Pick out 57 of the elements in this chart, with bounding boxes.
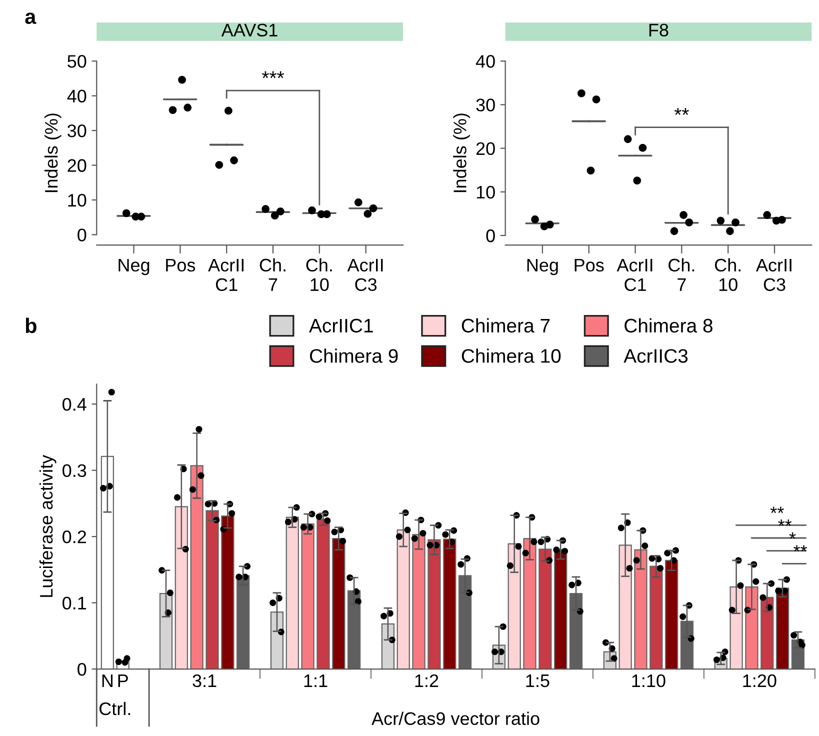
x-tick-label: Neg (527, 258, 558, 276)
x-tick-label: Ch. 7 (668, 258, 694, 291)
chart-title: F8 (649, 24, 668, 36)
x-tick-label: AcrII C3 (756, 258, 792, 291)
annotation: *** (262, 71, 284, 78)
y-tick-label: 20 (68, 159, 86, 172)
x-tick-label: P (118, 674, 128, 687)
y-tick-label: 10 (476, 186, 495, 199)
x-tick-label: Ch. 10 (714, 258, 740, 291)
y-tick-label: 0 (78, 228, 86, 242)
x-tick-label: 1:20 (743, 674, 776, 688)
annotation: ** (794, 545, 808, 552)
x-tick-label: 1:2 (415, 674, 438, 687)
legend-label: Chimera 10 (462, 348, 561, 363)
y-tick-label: 10 (68, 194, 86, 207)
text: b (26, 318, 36, 334)
y-tick-label: 0.2 (62, 530, 86, 544)
x-tick-label: Neg (118, 258, 150, 276)
legend-label: Chimera 9 (310, 348, 398, 363)
annotation: ** (770, 506, 784, 514)
legend-label: Chimera 8 (624, 318, 712, 333)
y-tick-label: 0 (486, 229, 495, 242)
y-tick-label: 0.3 (62, 464, 86, 478)
legend-label: AcrIIC3 (624, 349, 688, 363)
y-tick-label: 30 (68, 124, 86, 138)
y-tick-label: 0 (78, 662, 86, 676)
x-tick-label: 1:5 (526, 674, 550, 688)
legend-label: AcrIIC1 (309, 318, 373, 333)
y-tick-label: 40 (67, 90, 86, 103)
x-tick-label: 1:1 (304, 674, 328, 687)
x-tick-label: Pos (574, 258, 604, 272)
x-tick-label: Ch. 10 (306, 258, 332, 291)
annotation: * (789, 532, 796, 539)
chart-title: AAVS1 (221, 24, 278, 36)
y-tick-label: 0.4 (62, 398, 86, 411)
y-axis-title: Indels (%) (453, 114, 470, 192)
y-tick-label: 30 (476, 98, 495, 112)
x-tick-label: AcrII C1 (208, 258, 244, 291)
legend-label: Chimera 7 (462, 318, 550, 333)
annotation: ** (778, 520, 792, 526)
y-tick-label: 20 (476, 142, 495, 156)
y-tick-label: 40 (476, 55, 495, 68)
y-tick-label: 50 (68, 55, 86, 68)
x-tick-label: AcrII C1 (616, 258, 652, 291)
y-axis-title: Indels (%) (44, 114, 62, 192)
x-axis-title: Acr/Cas9 vector ratio (372, 712, 540, 726)
annotation: ** (674, 108, 689, 115)
x-tick-label: 3:1 (192, 674, 216, 688)
x-tick-label: 1:10 (632, 674, 666, 688)
x-tick-label: AcrII C3 (347, 258, 383, 291)
x-tick-label: N (102, 674, 112, 687)
x-tick-label: Ch. 7 (260, 258, 286, 291)
y-tick-label: 0.1 (62, 596, 86, 610)
x-tick-label: Pos (166, 258, 196, 272)
y-axis-title: Luciferase activity (39, 454, 56, 597)
text: Ctrl. (100, 702, 130, 716)
text: a (25, 12, 36, 24)
